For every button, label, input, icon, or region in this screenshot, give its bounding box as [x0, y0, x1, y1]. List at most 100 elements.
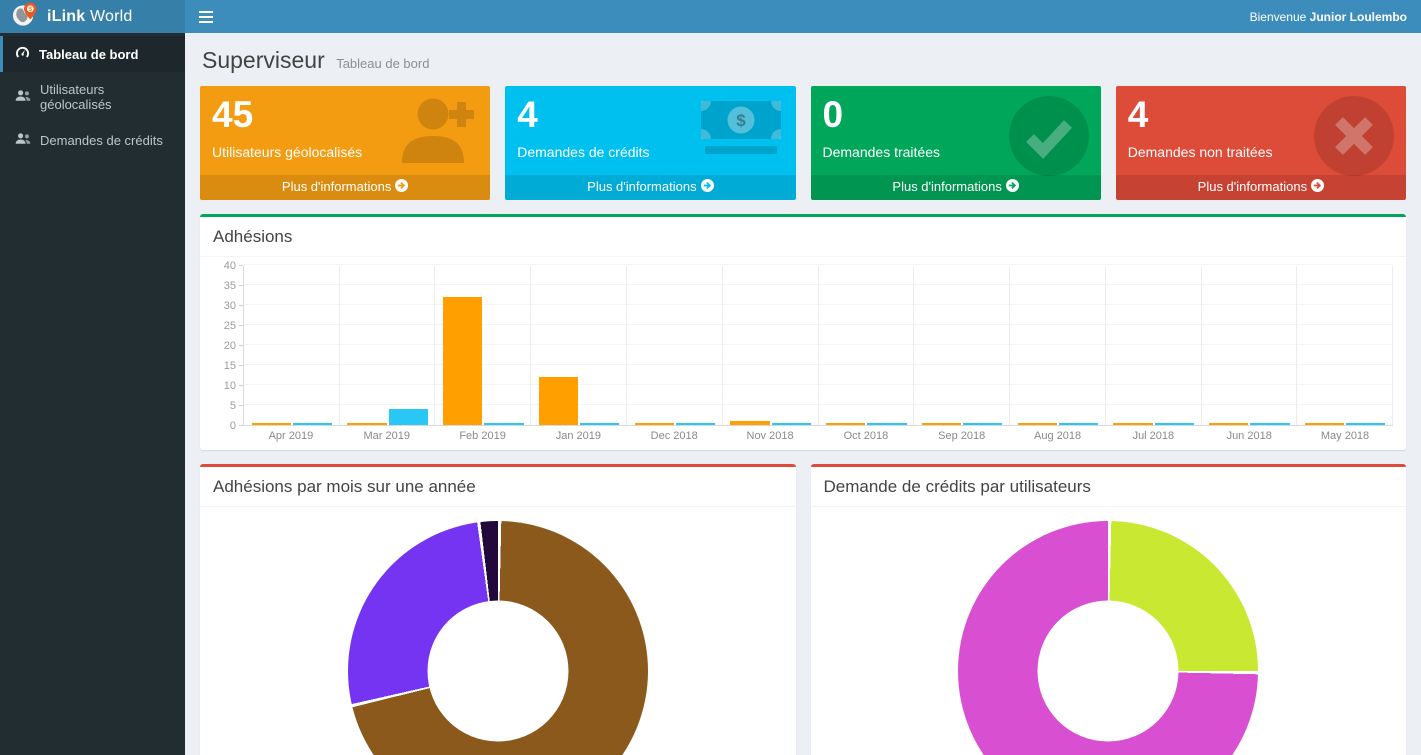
panel-header: Adhésions: [200, 217, 1406, 257]
series-2-bar[interactable]: [675, 422, 716, 425]
bar-group-jan-2019: [531, 266, 627, 425]
series-1-bar[interactable]: [251, 422, 291, 425]
y-axis-tick: [239, 284, 243, 286]
more-info-label: Plus d'informations: [1197, 179, 1308, 195]
sidebar-item-utilisateurs-geolocalises[interactable]: Utilisateurs géolocalisés: [0, 72, 185, 122]
series-2-bar[interactable]: [1346, 422, 1386, 425]
panel-header: Adhésions par mois sur une année: [200, 467, 796, 507]
info-box-body: 0 Demandes traitées: [811, 86, 1101, 175]
bar-group-jul-2018: [1106, 266, 1202, 425]
series-1-bar[interactable]: [730, 420, 770, 425]
series-1-bar[interactable]: [538, 376, 579, 425]
svg-text:$: $: [736, 111, 746, 130]
x-axis-labels: Apr 2019 Mar 2019 Feb 2019 Jan 2019 Dec 2018…: [213, 430, 1393, 442]
grid-line-vertical: [1296, 265, 1298, 425]
info-box-value: 4: [1127, 94, 1149, 135]
series-1-bar[interactable]: [921, 422, 962, 425]
welcome-user-name[interactable]: Junior Loulembo: [1309, 9, 1407, 24]
bar-chart-body: 0 5 10 15 20 25 30 35 40 Apr 2019 Mar 2019 Feb 201…: [200, 257, 1406, 450]
more-info-link[interactable]: Plus d'informations: [505, 174, 796, 200]
y-axis-label: 35: [223, 279, 236, 292]
grid-line-vertical: [625, 265, 627, 425]
y-axis-tick: [239, 404, 243, 406]
series-2-bar[interactable]: [1250, 422, 1290, 425]
money-icon: $: [695, 93, 787, 166]
x-axis-label: Mar 2019: [363, 429, 410, 442]
sidebar-menu: Tableau de bord Utilisateurs géolocalisés…: [0, 36, 185, 158]
series-1-bar[interactable]: [1304, 422, 1345, 425]
bar-chart[interactable]: 0 5 10 15 20 25 30 35 40: [213, 260, 1393, 432]
panel-title: Demande de crédits par utilisateurs: [823, 476, 1091, 496]
series-2-bar[interactable]: [388, 408, 428, 425]
check-circle-icon: [1006, 93, 1092, 184]
page-subtitle: Tableau de bord: [336, 56, 430, 71]
arrow-circle-right-icon: [700, 178, 714, 195]
y-axis-label: 30: [223, 299, 236, 312]
series-2-bar[interactable]: [292, 422, 333, 425]
sidebar-item-label: Utilisateurs géolocalisés: [40, 82, 112, 112]
sidebar-item-demandes-de-credits[interactable]: Demandes de crédits: [0, 122, 185, 158]
series-1-bar[interactable]: [826, 422, 866, 425]
series-1-bar[interactable]: [1017, 422, 1057, 425]
series-1-bar[interactable]: [1209, 422, 1249, 425]
series-2-bar[interactable]: [580, 422, 620, 425]
y-axis-tick: [239, 324, 243, 326]
series-1-bar[interactable]: [347, 422, 387, 425]
info-box-demandes-non-traitees: 4 Demandes non traitées Plus d'information…: [1115, 86, 1406, 200]
arrow-circle-right-icon: [395, 178, 409, 195]
bar-group-aug-2018: [1010, 266, 1106, 425]
info-box-label: Demandes non traitées: [1127, 143, 1273, 160]
donut-chart-adhesions[interactable]: [347, 520, 648, 755]
adhesions-chart-panel: Adhésions 0 5 10 15 20 25 30 35 40 Apr 2019 Mar 2…: [200, 213, 1406, 450]
x-axis-label: Apr 2019: [268, 429, 314, 442]
brand-logo[interactable]: $ iLink World: [0, 0, 185, 33]
series-2-bar[interactable]: [484, 422, 524, 425]
bar-group-apr-2019: [244, 266, 340, 425]
arrow-circle-right-icon: [1311, 178, 1325, 195]
users-icon: [15, 132, 31, 148]
x-axis-label: Feb 2019: [459, 429, 506, 442]
grid-line-horizontal: [244, 263, 1393, 265]
grid-line-vertical: [1392, 265, 1393, 425]
main-content: Superviseur Tableau de bord 45 Utilisateu…: [185, 33, 1421, 755]
bar-groups: [244, 266, 1393, 425]
panel-title: Adhésions par mois sur une année: [213, 476, 476, 496]
brand-bold: iLink: [47, 7, 86, 25]
series-2-bar[interactable]: [963, 422, 1003, 425]
series-1-bar[interactable]: [1113, 422, 1153, 425]
info-box-body: 4 Demandes de crédits: [505, 86, 795, 175]
donut-hole: [1037, 600, 1179, 742]
more-info-link[interactable]: Plus d'informations: [1115, 174, 1406, 200]
donut-panels-row: Adhésions par mois sur une année Demande…: [200, 450, 1406, 755]
y-axis-tick: [239, 264, 243, 266]
arrow-circle-right-icon: [1005, 178, 1019, 195]
bar-group-nov-2018: [723, 266, 819, 425]
more-info-link[interactable]: Plus d'informations: [810, 174, 1101, 200]
sidebar-item-tableau-de-bord[interactable]: Tableau de bord: [0, 36, 185, 72]
series-2-bar[interactable]: [771, 422, 811, 425]
x-axis-label: Jun 2018: [1226, 429, 1272, 442]
grid-line-vertical: [1104, 265, 1106, 425]
grid-line-vertical: [434, 265, 436, 425]
welcome-text: Bienvenue Junior Loulembo: [1250, 10, 1421, 24]
series-2-bar[interactable]: [867, 422, 907, 425]
series-2-bar[interactable]: [1058, 422, 1099, 425]
info-box-value: 4: [517, 94, 538, 135]
sidebar-toggle-hamburger-icon[interactable]: [185, 0, 227, 33]
more-info-link[interactable]: Plus d'informations: [200, 174, 491, 200]
bar-group-sep-2018: [914, 266, 1010, 425]
donut-chart-credits[interactable]: [958, 520, 1259, 755]
x-axis-label: Oct 2018: [843, 429, 889, 442]
y-axis-tick: [239, 364, 243, 366]
page-title: Superviseur: [202, 47, 325, 73]
y-axis-tick: [239, 344, 243, 346]
dashboard-icon: [15, 46, 30, 62]
series-1-bar[interactable]: [443, 296, 483, 425]
y-axis-label: 40: [223, 259, 236, 272]
info-box-demandes-de-credits: $4 Demandes de crédits Plus d'informations: [505, 86, 796, 200]
y-axis-tick: [239, 384, 243, 386]
grid-line-horizontal: [244, 303, 1393, 305]
series-1-bar[interactable]: [634, 422, 674, 425]
bar-chart-plot-area: [243, 263, 1393, 426]
series-2-bar[interactable]: [1154, 422, 1194, 425]
